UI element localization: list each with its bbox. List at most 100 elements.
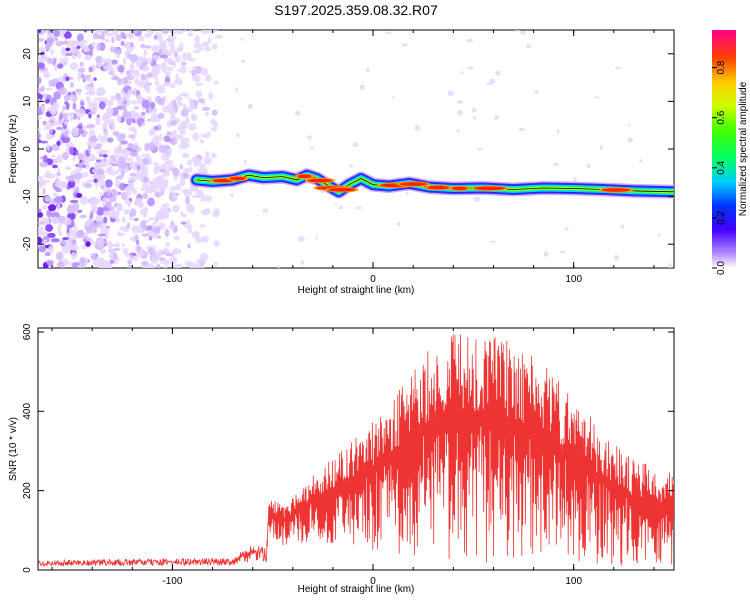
noise-blob bbox=[38, 221, 45, 225]
noise-blob bbox=[101, 113, 110, 122]
noise-blob bbox=[153, 35, 157, 40]
snr-ytick-label: 600 bbox=[22, 323, 33, 340]
noise-blob bbox=[173, 50, 178, 58]
noise-blob bbox=[110, 59, 118, 65]
noise-blob bbox=[102, 149, 110, 154]
noise-blob bbox=[153, 47, 157, 51]
noise-blob bbox=[159, 97, 165, 106]
noise-blob bbox=[64, 101, 68, 105]
noise-blob bbox=[235, 87, 238, 92]
snr-axes: -100 0 100 0 200 400 600 bbox=[22, 323, 674, 587]
noise-blob bbox=[104, 38, 110, 43]
noise-blob bbox=[142, 65, 150, 72]
noise-blob bbox=[543, 251, 549, 257]
noise-blob bbox=[69, 62, 79, 70]
noise-blob bbox=[90, 252, 98, 261]
noise-blob bbox=[96, 114, 100, 118]
noise-blob bbox=[55, 188, 62, 193]
noise-blob bbox=[91, 104, 99, 113]
noise-blob bbox=[98, 101, 106, 110]
noise-blob bbox=[96, 42, 101, 52]
noise-blob bbox=[163, 265, 168, 268]
noise-blob bbox=[355, 206, 362, 210]
noise-blob bbox=[133, 127, 137, 136]
noise-blob bbox=[117, 133, 124, 143]
noise-blob bbox=[95, 143, 103, 147]
noise-blob bbox=[100, 185, 105, 190]
noise-blob bbox=[169, 256, 178, 265]
noise-blob bbox=[38, 37, 45, 43]
noise-blob bbox=[43, 239, 47, 245]
noise-blob bbox=[54, 63, 58, 69]
noise-blob bbox=[122, 56, 127, 66]
noise-blob bbox=[179, 129, 186, 136]
noise-blob bbox=[55, 251, 64, 261]
noise-blob bbox=[38, 30, 41, 33]
noise-blob bbox=[117, 79, 122, 86]
noise-blob bbox=[201, 30, 207, 35]
noise-blob bbox=[69, 228, 74, 235]
noise-blob bbox=[61, 136, 71, 144]
noise-blob bbox=[129, 172, 137, 177]
noise-blob bbox=[108, 206, 115, 211]
noise-blob bbox=[52, 164, 58, 169]
noise-blob bbox=[560, 250, 566, 254]
noise-blob bbox=[64, 166, 72, 170]
noise-blob bbox=[187, 57, 196, 62]
noise-blob bbox=[54, 67, 58, 72]
noise-blob bbox=[119, 226, 125, 231]
noise-blob bbox=[188, 262, 197, 268]
noise-blob bbox=[489, 78, 496, 84]
signal-hotspot bbox=[451, 186, 468, 191]
noise-blob bbox=[51, 216, 60, 225]
noise-blob bbox=[45, 224, 54, 232]
noise-blob bbox=[183, 224, 193, 229]
noise-blob bbox=[142, 225, 148, 231]
noise-blob bbox=[56, 202, 61, 211]
noise-blob bbox=[72, 102, 77, 110]
noise-blob bbox=[143, 213, 147, 218]
noise-blob bbox=[174, 134, 184, 140]
noise-blob bbox=[109, 259, 115, 264]
noise-blob bbox=[67, 180, 76, 189]
noise-blob bbox=[38, 139, 42, 144]
noise-blob bbox=[657, 232, 660, 238]
signal-hotspot bbox=[328, 187, 356, 192]
noise-blob bbox=[89, 196, 97, 205]
noise-blob bbox=[151, 65, 158, 73]
noise-blob bbox=[98, 133, 102, 140]
noise-blob bbox=[160, 213, 164, 220]
noise-blob bbox=[175, 73, 179, 82]
noise-blob bbox=[307, 135, 312, 140]
noise-blob bbox=[210, 126, 218, 132]
noise-blob bbox=[211, 121, 216, 126]
snr-xtick-label: 100 bbox=[565, 576, 582, 587]
noise-blob bbox=[401, 43, 408, 47]
noise-blob bbox=[152, 161, 160, 166]
noise-blob bbox=[240, 59, 246, 64]
noise-blob bbox=[75, 186, 79, 193]
noise-blob bbox=[191, 69, 196, 77]
noise-blob bbox=[117, 175, 124, 180]
noise-blob bbox=[137, 165, 140, 171]
noise-blob bbox=[57, 224, 62, 233]
noise-blob bbox=[162, 82, 172, 87]
noise-blob bbox=[105, 200, 112, 206]
noise-blob bbox=[230, 193, 234, 198]
noise-blob bbox=[107, 210, 117, 218]
noise-blob bbox=[85, 96, 91, 103]
noise-blob bbox=[69, 94, 76, 102]
noise-blob bbox=[111, 70, 116, 78]
noise-blob bbox=[95, 30, 104, 33]
noise-blob bbox=[103, 240, 108, 245]
noise-blob bbox=[38, 208, 42, 213]
colorbar-tick-label: 0.6 bbox=[716, 110, 727, 124]
noise-blob bbox=[79, 196, 89, 206]
noise-blob bbox=[148, 217, 155, 221]
noise-blob bbox=[179, 178, 186, 187]
noise-blob bbox=[189, 101, 196, 111]
noise-blob bbox=[348, 164, 353, 168]
noise-blob bbox=[157, 112, 165, 120]
noise-blob bbox=[135, 253, 144, 257]
noise-blob bbox=[135, 155, 141, 161]
